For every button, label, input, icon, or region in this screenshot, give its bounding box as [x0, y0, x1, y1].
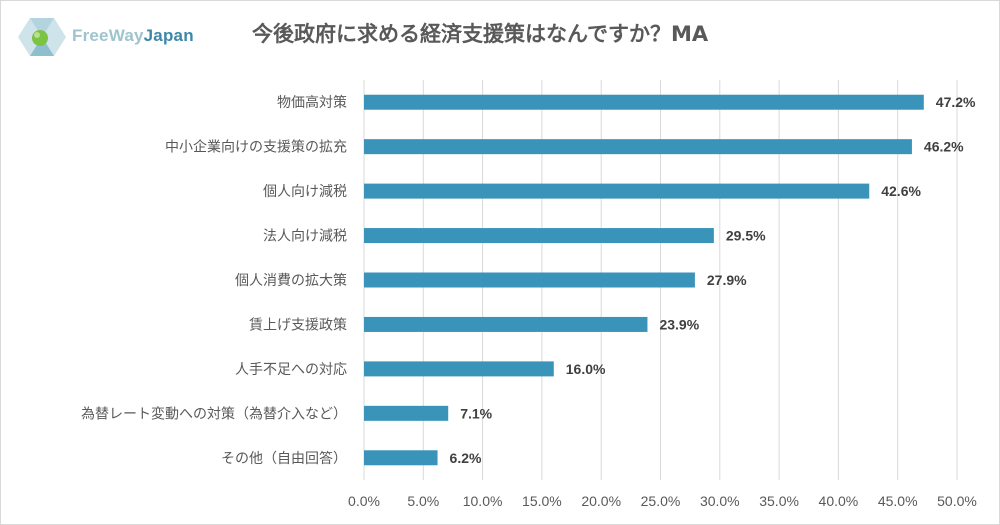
chart-title: 今後政府に求める経済支援策はなんですか？MA [252, 22, 709, 46]
data-label: 6.2% [450, 450, 482, 466]
data-label: 27.9% [707, 272, 747, 288]
bar [364, 139, 912, 155]
bar [364, 316, 648, 332]
x-tick-label: 10.0% [463, 493, 503, 509]
data-label: 46.2% [924, 139, 964, 155]
category-label: 物価高対策 [277, 94, 347, 111]
x-tick-label: 15.0% [522, 493, 562, 509]
bar [364, 94, 924, 110]
x-tick-label: 50.0% [937, 493, 977, 509]
freewayjapan-logo-icon [18, 18, 66, 56]
x-tick-label: 40.0% [819, 493, 859, 509]
data-label: 42.6% [881, 183, 921, 199]
data-labels: 47.2% 46.2% 42.6% 29.5% 27.9% 23.9% 16.0% 7.1% 6… [450, 94, 977, 466]
brand-name: FreeWayJapan [72, 26, 194, 46]
category-label: 個人向け減税 [263, 183, 347, 200]
x-tick-label: 0.0% [348, 493, 380, 509]
data-label: 47.2% [936, 94, 976, 110]
x-tick-label: 5.0% [407, 493, 439, 509]
bar [364, 228, 714, 244]
category-label: その他（自由回答） [221, 450, 347, 467]
brand-name-part2: Japan [143, 26, 194, 45]
brand-name-part1: FreeWay [72, 26, 144, 45]
bars [364, 94, 924, 466]
category-label: 賃上げ支援政策 [249, 316, 347, 333]
data-label: 29.5% [726, 228, 766, 244]
category-label: 個人消費の拡大策 [235, 272, 347, 289]
category-label: 法人向け減税 [263, 228, 347, 245]
category-label: 中小企業向けの支援策の拡充 [165, 139, 347, 156]
data-label: 16.0% [566, 361, 606, 377]
bar [364, 361, 554, 377]
x-tick-label: 35.0% [759, 493, 799, 509]
bar [364, 272, 695, 288]
x-tick-label: 25.0% [641, 493, 681, 509]
x-axis-tick-labels: 0.0% 5.0% 10.0% 15.0% 20.0% 25.0% 30.0% 35.0% 40… [348, 493, 977, 509]
data-label: 7.1% [460, 405, 492, 421]
x-tick-label: 20.0% [581, 493, 621, 509]
category-label: 為替レート変動への対策（為替介入など） [81, 405, 347, 422]
bar [364, 405, 449, 421]
category-labels: 物価高対策中小企業向けの支援策の拡充個人向け減税法人向け減税個人消費の拡大策賃上… [81, 94, 347, 467]
x-tick-label: 45.0% [878, 493, 918, 509]
bar [364, 183, 870, 199]
category-label: 人手不足への対応 [235, 362, 347, 378]
data-label: 23.9% [659, 316, 699, 332]
bar [364, 450, 438, 466]
x-tick-label: 30.0% [700, 493, 740, 509]
